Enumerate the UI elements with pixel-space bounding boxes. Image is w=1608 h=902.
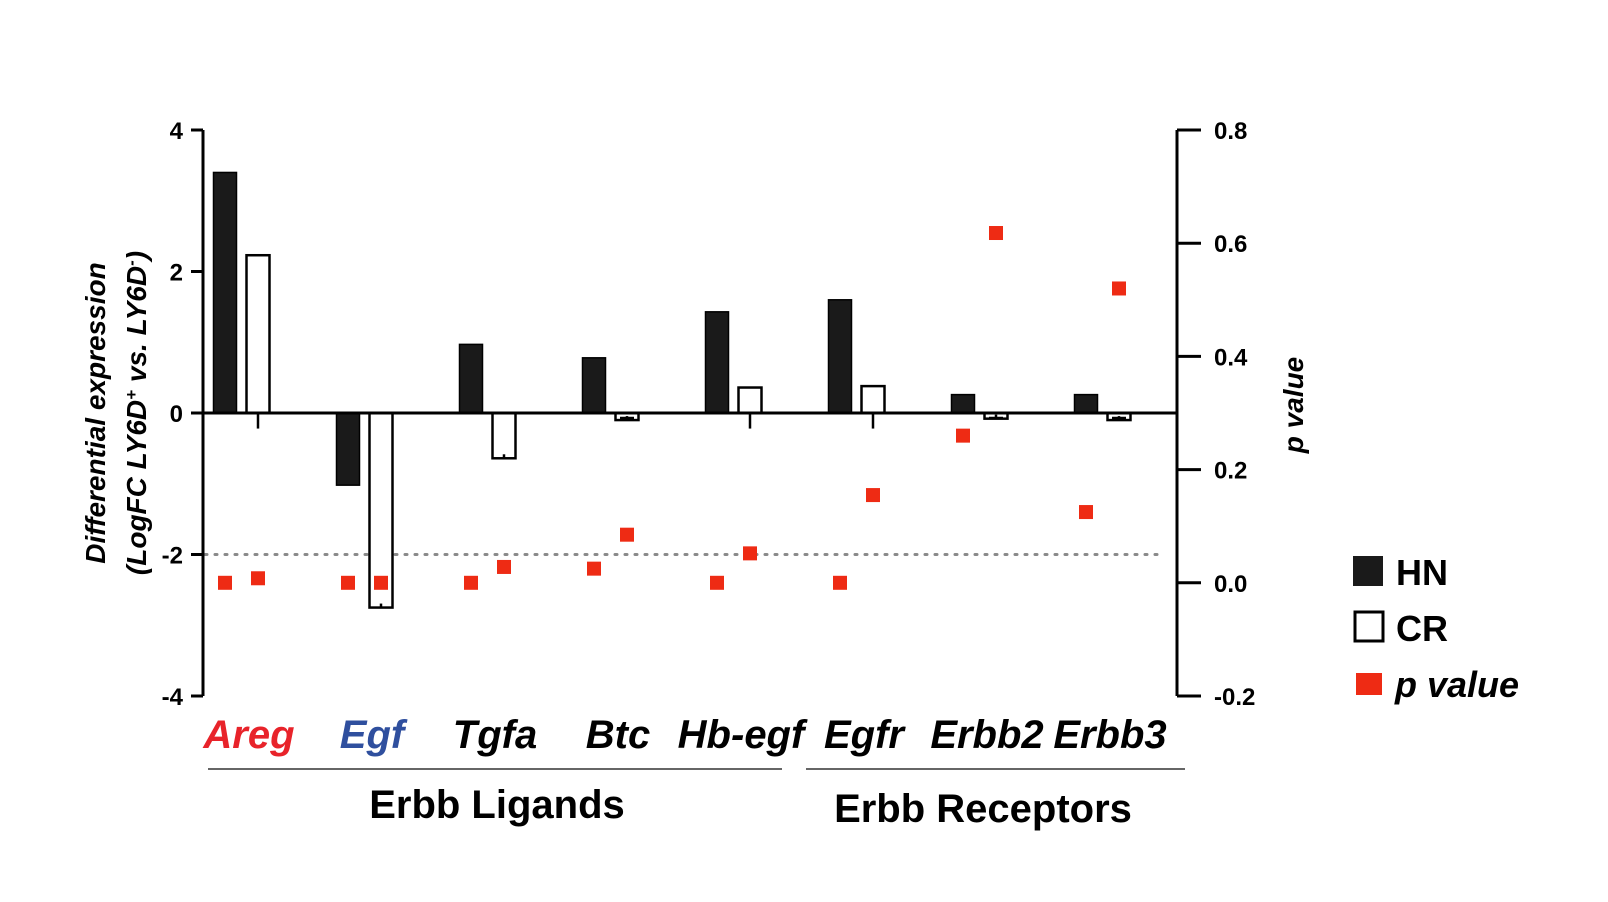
bar-hn-egf xyxy=(335,412,361,486)
category-label-areg: Areg xyxy=(202,713,294,757)
y-axis-title-part: - xyxy=(122,260,141,266)
group-label-receptors: Erbb Receptors xyxy=(834,787,1132,831)
bar-hn-hb-egf xyxy=(704,311,730,414)
y-tick-label-left: 4 xyxy=(170,118,184,145)
y-tick-label-right: 0.2 xyxy=(1214,458,1247,485)
category-label-egfr: Egfr xyxy=(824,713,906,757)
pvalue-hn-egf xyxy=(341,575,355,590)
y-axis-title-part: + xyxy=(122,390,141,400)
y-tick-label-right: 0.0 xyxy=(1214,571,1247,598)
pvalue-cr-egfr xyxy=(866,488,880,503)
y-axis-title-part: vs. LY6D xyxy=(121,266,152,390)
bar-hn-tgfa xyxy=(458,343,484,414)
legend-label-hn: HN xyxy=(1396,552,1448,593)
bar-hn-btc xyxy=(581,357,607,414)
category-label-tgfa: Tgfa xyxy=(453,713,537,757)
pvalue-cr-erbb2 xyxy=(989,226,1003,241)
legend-label-pvalue: p value xyxy=(1394,664,1519,705)
pvalue-cr-hb-egf xyxy=(743,546,757,561)
pvalue-cr-tgfa xyxy=(497,559,511,574)
category-label-egf: Egf xyxy=(340,713,408,757)
bar-hn-egfr xyxy=(827,299,853,414)
pvalue-cr-areg xyxy=(251,571,265,586)
y-axis-title-line2: (LogFC LY6D+ vs. LY6D-) xyxy=(121,251,152,575)
pvalue-hn-areg xyxy=(218,575,232,590)
pvalue-hn-erbb2 xyxy=(956,428,970,443)
y-tick-label-left: 2 xyxy=(170,260,183,287)
bar-hn-erbb3 xyxy=(1073,393,1099,414)
pvalue-hn-erbb3 xyxy=(1079,505,1093,520)
bar-cr-egfr xyxy=(860,384,886,415)
chart-marks xyxy=(203,171,1164,609)
bar-cr-hb-egf xyxy=(737,386,763,415)
pvalue-hn-egfr xyxy=(833,575,847,590)
bar-hn-areg xyxy=(212,171,238,414)
y-tick-label-right: 0.6 xyxy=(1214,231,1247,258)
category-label-erbb2: Erbb2 xyxy=(930,713,1043,757)
chart-axes: 4 2 0 -2 -4 0.8 0.6 0.4 0.2 0.0 -0.2 xyxy=(162,118,1256,711)
pvalue-cr-erbb3 xyxy=(1112,281,1126,296)
y-tick-label-left: 0 xyxy=(170,401,183,428)
category-label-btc: Btc xyxy=(586,713,650,757)
y-axis-title-line1: Differential expression xyxy=(80,262,111,563)
bar-cr-areg xyxy=(245,253,271,415)
y-tick-label-right: -0.2 xyxy=(1214,684,1255,711)
pvalue-cr-egf xyxy=(374,575,388,590)
legend-swatch-pvalue xyxy=(1356,673,1382,695)
legend-swatch-cr xyxy=(1353,610,1385,643)
chart-labels: Areg Egf Tgfa Btc Hb-egf Egfr Erbb2 Erbb3 Differ… xyxy=(80,251,1309,831)
y2-axis-title: p value xyxy=(1278,357,1309,454)
pvalue-hn-tgfa xyxy=(464,575,478,590)
pvalue-hn-btc xyxy=(587,561,601,576)
legend-label-cr: CR xyxy=(1396,608,1448,649)
bar-hn-erbb2 xyxy=(950,393,976,414)
pvalue-hn-hb-egf xyxy=(710,575,724,590)
y-tick-label-left: -2 xyxy=(162,543,183,570)
chart-legend: HN CR p value xyxy=(1353,552,1519,705)
legend-swatch-hn xyxy=(1353,556,1383,586)
y-axis-title-part: ) xyxy=(121,251,152,263)
group-label-ligands: Erbb Ligands xyxy=(369,783,625,827)
bar-cr-tgfa xyxy=(491,411,517,460)
y-tick-label-right: 0.4 xyxy=(1214,344,1248,371)
pvalue-cr-btc xyxy=(620,527,634,542)
y-tick-label-left: -4 xyxy=(162,684,184,711)
category-label-erbb3: Erbb3 xyxy=(1053,713,1166,757)
y-axis-title-part: (LogFC LY6D xyxy=(121,400,152,575)
y-tick-label-right: 0.8 xyxy=(1214,118,1247,145)
category-label-hb-egf: Hb-egf xyxy=(678,713,808,757)
